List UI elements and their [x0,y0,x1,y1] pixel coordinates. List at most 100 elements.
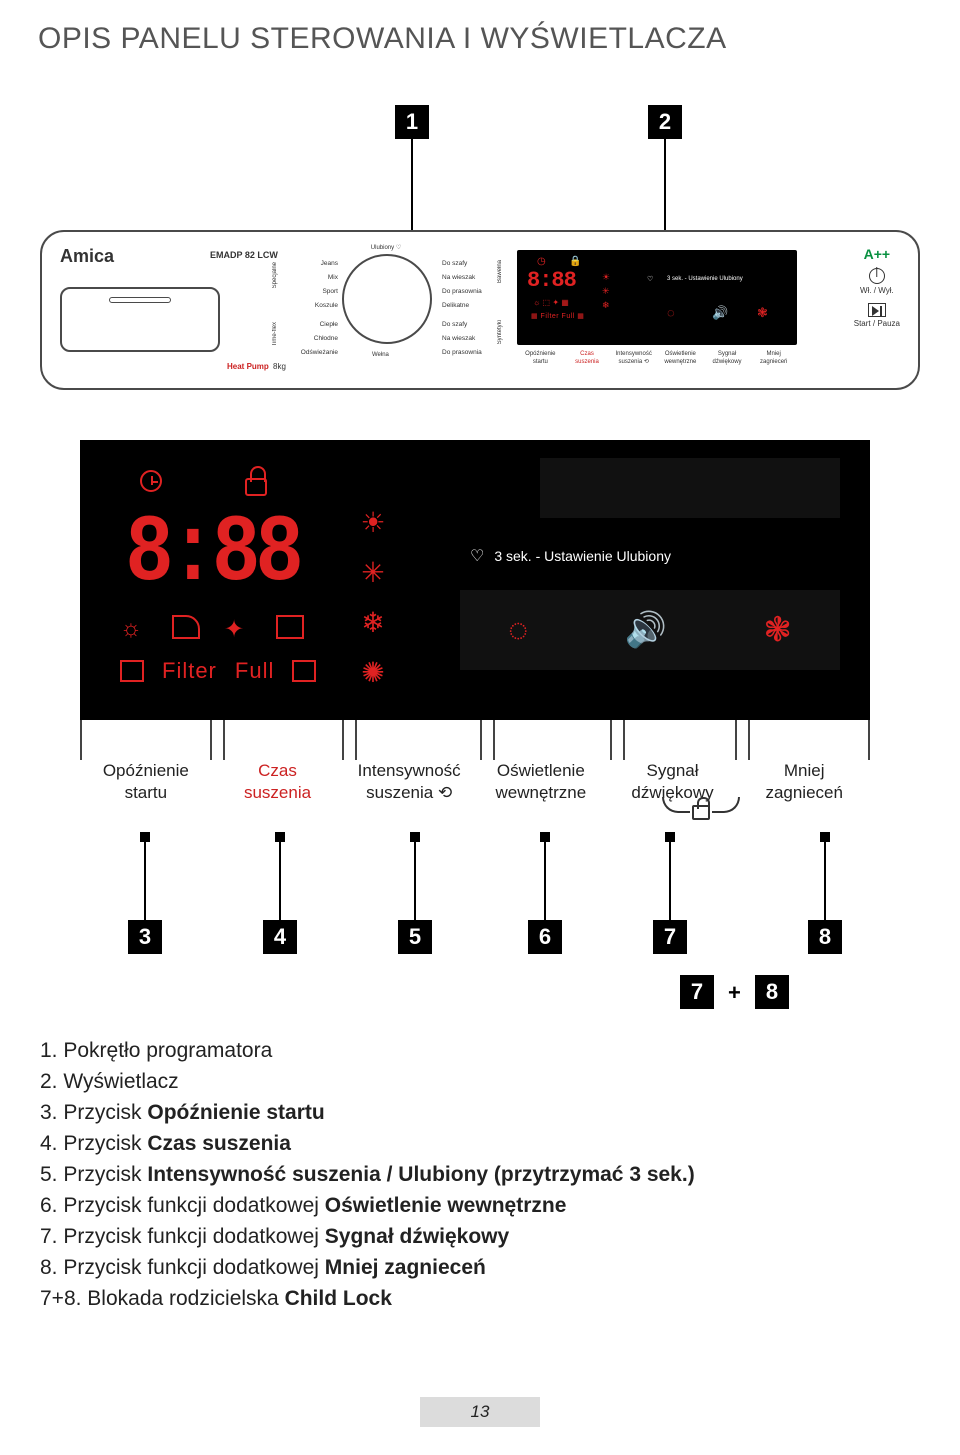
mini-label[interactable]: Czas suszenia [564,350,611,366]
label-light[interactable]: Oświetleniewewnętrzne [475,760,607,804]
heat-pump-text: Heat Pump [227,362,269,371]
favorite-hint: ♡ 3 sek. - Ustawienie Ulubiony [470,546,671,566]
line [414,842,416,920]
callout-line [411,139,413,239]
line [669,842,671,920]
line [144,842,146,920]
legend-3: 3. Przycisk Opóźnienie startu [40,1097,695,1128]
dial-labels-left-top: Jeans Mix Sport Koszule [315,257,338,313]
plus-sign: + [728,980,741,1006]
sun-med-icon: ✳ [360,560,386,586]
filter-row: Filter Full [120,658,316,684]
button-labels: Opóźnieniestartu Czassuszenia Intensywno… [80,760,870,804]
full-text: Full [235,658,274,684]
legend-5: 5. Przycisk Intensywność suszenia / Ulub… [40,1159,695,1190]
filter-text: Filter [162,658,217,684]
mini-label[interactable]: Sygnał dźwiękowy [704,350,751,366]
heat-pump-label: Heat Pump 8kg [227,362,286,371]
dial-bottom-label: Wełna [372,352,389,358]
icon-sun: ☼ [120,615,148,639]
legend-1: 1. Pokrętło programatora [40,1035,695,1066]
callout-4: 4 [263,920,297,954]
group-timeflex: Time-flex [272,322,278,346]
callout-8b: 8 [755,975,789,1009]
dot [540,832,550,842]
label-dryingtime[interactable]: Czassuszenia [212,760,344,804]
power-icon[interactable] [869,268,885,284]
program-dial[interactable] [342,254,432,344]
mini-fav: 3 sek. - Ustawienie Ulubiony [667,276,743,282]
crease-icon[interactable]: ❃ [763,610,792,650]
legend-6: 6. Przycisk funkcji dodatkowej Oświetlen… [40,1190,695,1221]
dot [820,832,830,842]
label-crease[interactable]: Mniejzagnieceń [738,760,870,804]
lock-icon [245,478,267,496]
intensity-icons: ☀ ✳ ❄ ✺ [360,510,386,686]
icon-fan: ✦ [224,615,252,639]
group-specjalne: Specjalne [272,262,278,288]
startpause-icon[interactable] [868,303,886,317]
childlock-icon [692,805,710,820]
group-bawelna: Bawełna [497,260,503,283]
label-intensity[interactable]: Intensywnośćsuszenia ⟲ [343,760,475,804]
status-icons: ☼ ✦ [120,615,304,639]
model-number: EMADP 82 LCW [210,250,278,260]
startpause-label: Start / Pauza [854,319,900,328]
upper-touch-area [540,458,840,518]
sun-high-icon: ☀ [360,510,386,536]
legend-8: 8. Przycisk funkcji dodatkowej Mniej zag… [40,1252,695,1283]
mini-label[interactable]: Intensywność suszenia ⟲ [610,350,657,366]
legend-7: 7. Przycisk funkcji dodatkowej Sygnał dź… [40,1221,695,1252]
line [279,842,281,920]
label-delay[interactable]: Opóźnieniestartu [80,760,212,804]
callout-8: 8 [808,920,842,954]
control-panel: Amica EMADP 82 LCW Heat Pump 8kg Specjal… [40,230,920,390]
display-zoom: 8:88 ☼ ✦ Filter Full ☀ ✳ ❄ ✺ ♡ 3 sek. - … [80,440,870,720]
dial-labels-left-bot: Ciepłe Chłodne Odświeżanie [301,318,338,360]
separator-row [80,720,870,760]
callout-2: 2 [648,105,682,139]
energy-rating: A++ [854,246,900,262]
dial-labels-right-bot: Do szafy Na wieszak Do prasownia [442,318,482,360]
detergent-drawer [60,287,220,352]
legend-4: 4. Przycisk Czas suszenia [40,1128,695,1159]
dot [140,832,150,842]
clock-icon [140,470,162,492]
sun-low2-icon: ✺ [360,660,386,686]
legend-9: 7+8. Blokada rodzicielska Child Lock [40,1283,695,1314]
callout-7: 7 [653,920,687,954]
callout-6: 6 [528,920,562,954]
callout-7b: 7 [680,975,714,1009]
mini-labels: Opóźnienie startu Czas suszenia Intensyw… [517,350,797,366]
legend-list: 1. Pokrętło programatora 2. Wyświetlacz … [40,1035,695,1314]
mini-label[interactable]: Mniej zagnieceń [750,350,797,366]
line [544,842,546,920]
brand-logo: Amica [60,246,114,267]
dot [410,832,420,842]
touch-buttons: ◌ 🔊 ❃ [460,590,840,670]
right-controls: A++ Wł. / Wył. Start / Pauza [854,246,900,328]
favorite-text: 3 sek. - Ustawienie Ulubiony [494,548,671,564]
dot [665,832,675,842]
mini-display: ◷ 🔒 8:88 ☀ ✳ ❄ ☼ ⬚ ✦ ▦ ▦ Filter Full ▦ ♡… [517,250,797,345]
group-syntetyki: Syntetyki [497,320,503,344]
sound-icon[interactable]: 🔊 [625,610,667,650]
mini-label[interactable]: Opóźnienie startu [517,350,564,366]
mini-label[interactable]: Oświetlenie wewnętrzne [657,350,704,366]
childlock-arc [662,797,690,813]
power-label: Wł. / Wył. [854,286,900,295]
mini-filter: ▦ Filter Full ▦ [531,312,584,320]
legend-2: 2. Wyświetlacz [40,1066,695,1097]
page-title: OPIS PANELU STEROWANIA I WYŚWIETLACZA [38,22,727,56]
page-number: 13 [420,1397,540,1427]
heat-pump-kg: 8kg [273,362,286,371]
callout-line [664,139,666,244]
mini-seg: 8:88 [527,268,576,293]
seven-segment: 8:88 [125,500,298,608]
light-icon[interactable]: ◌ [508,611,528,650]
full-grid-icon [292,660,316,682]
filter-grid-icon [120,660,144,682]
line [824,842,826,920]
dial-labels-right-top: Do szafy Na wieszak Do prasownia Delikat… [442,257,482,313]
callout-5: 5 [398,920,432,954]
